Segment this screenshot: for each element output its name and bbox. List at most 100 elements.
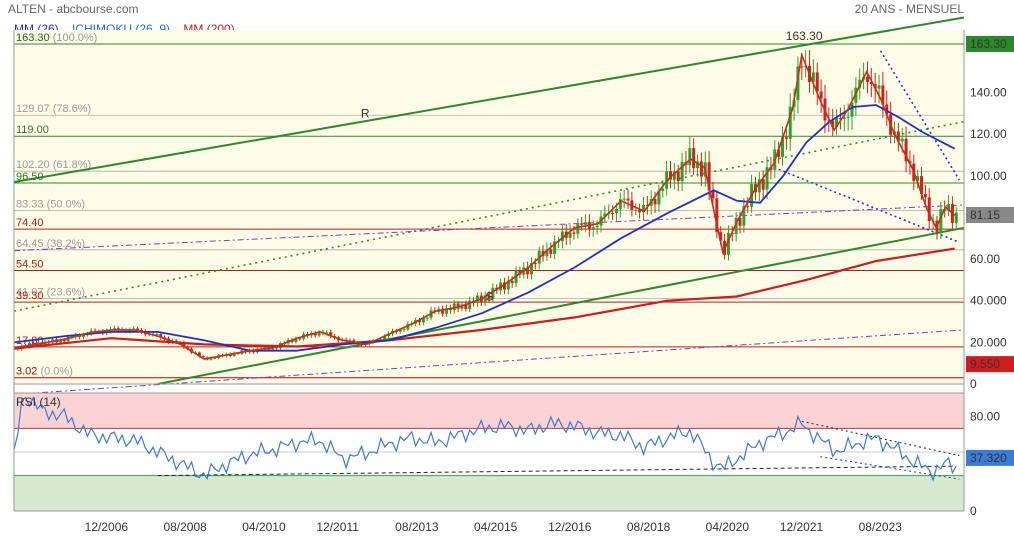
candle-body (209, 357, 213, 360)
candle-body (715, 198, 719, 233)
y-tick-label: 0 (970, 377, 977, 391)
rsi-value-label: 37.320 (970, 451, 1007, 465)
candle-body (116, 328, 120, 330)
level-label: 3.02 (16, 366, 37, 378)
candle-body (699, 161, 703, 177)
level-label: 3.02 (0.0%) (16, 366, 73, 378)
candle-body (201, 356, 205, 358)
candle-body (275, 347, 279, 349)
candle-body (614, 208, 618, 214)
candle-body (62, 339, 66, 342)
candle-body (788, 106, 792, 139)
rsi-y-tick-label: 0 (970, 504, 977, 518)
candle-body (483, 295, 487, 303)
candle-body (572, 232, 576, 234)
candle-body (742, 206, 746, 226)
candle-body (417, 320, 421, 323)
candle-body (939, 209, 943, 232)
y-tick-label: 20.000 (970, 335, 1007, 349)
candle-body (58, 339, 62, 343)
candle-body (491, 287, 495, 299)
candle-body (954, 212, 958, 223)
candle-body (916, 176, 920, 181)
price-tag (966, 35, 1014, 52)
candle-body (680, 161, 684, 182)
x-tick-label: 12/2011 (316, 520, 359, 534)
candle-body (502, 282, 506, 290)
y-tick-label: 120.00 (970, 127, 1007, 141)
candle-body (398, 329, 402, 332)
trend-line-s (157, 226, 965, 385)
candle-body (159, 334, 163, 338)
candle-body (819, 91, 823, 99)
candle-body (313, 333, 317, 336)
candle-body (641, 204, 645, 213)
candle-body (811, 72, 815, 82)
candle-body (294, 338, 298, 343)
candle-body (676, 171, 680, 182)
candle-body (707, 162, 711, 191)
candle-body (82, 334, 86, 338)
annotation-r: R (361, 106, 370, 120)
candle-body (672, 171, 676, 180)
candle-body (815, 72, 819, 92)
candle-body (591, 227, 595, 230)
candle-body (93, 330, 97, 332)
candle-body (329, 332, 333, 337)
candle-body (580, 223, 584, 225)
candle-body (464, 304, 468, 310)
candle-body (155, 334, 159, 336)
candle-body (719, 232, 723, 241)
candle-body (595, 225, 599, 228)
candle-body (421, 317, 425, 323)
candle-body (425, 317, 429, 319)
candle-body (869, 82, 873, 85)
candle-body (452, 303, 456, 311)
candle-body (379, 339, 383, 341)
level-label: 119.00 (16, 124, 49, 136)
candle-body (468, 300, 472, 310)
candle-body (784, 137, 788, 139)
candle-body (835, 118, 839, 128)
trend-line-r (13, 16, 965, 183)
candle-body (626, 198, 630, 201)
rsi-resistance-line (801, 420, 960, 457)
x-tick-label: 08/2008 (163, 520, 207, 534)
candle-body (112, 328, 116, 330)
candle-body (576, 223, 580, 234)
level-label: 54.50 (16, 259, 44, 271)
candle-body (865, 76, 869, 83)
x-tick-label: 12/2021 (780, 520, 824, 534)
y-tick-label: 140.00 (970, 85, 1007, 99)
price-tag-label: 163.30 (970, 37, 1007, 51)
candle-body (947, 204, 951, 211)
candle-body (622, 198, 626, 200)
rsi-title: RSI (14) (16, 395, 61, 409)
candle-body (858, 79, 862, 88)
level-label: 102.20 (61.8%) (16, 159, 91, 171)
candle-body (136, 328, 140, 330)
candle-body (696, 161, 700, 169)
mm200-line (13, 247, 955, 350)
candle-body (765, 167, 769, 190)
candle-body (846, 116, 850, 118)
x-tick-label: 08/2018 (627, 520, 671, 534)
level-label: 41.07 (23.6%) (16, 286, 85, 298)
candle-body (761, 179, 765, 190)
candle-body (777, 149, 781, 157)
candle-body (796, 66, 800, 101)
candle-body (549, 249, 553, 254)
max-price-label: 163.30 (786, 29, 823, 43)
candle-body (734, 217, 738, 234)
candle-body (634, 209, 638, 211)
candle-body (923, 194, 927, 198)
candle-body (402, 329, 406, 331)
candle-body (688, 148, 692, 166)
candle-body (900, 138, 904, 142)
candle-body (831, 120, 835, 128)
price-tag (966, 356, 1014, 373)
candle-body (325, 332, 329, 334)
resistance-dotted (879, 50, 961, 181)
candle-body (854, 87, 858, 103)
